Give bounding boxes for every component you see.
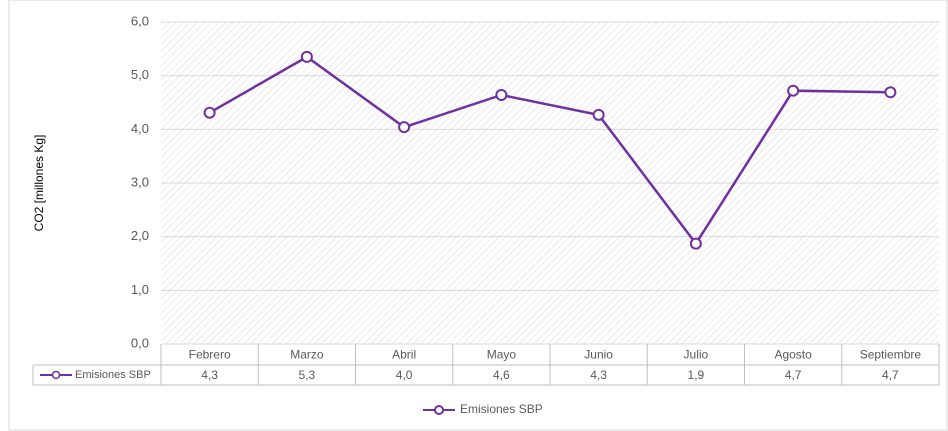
- table-value: 5,3: [299, 368, 316, 382]
- x-tick-label: Julio: [684, 348, 709, 362]
- y-tick-label: 3,0: [131, 174, 149, 189]
- table-value: 4,0: [396, 368, 413, 382]
- y-tick-label: 6,0: [131, 13, 149, 28]
- marker: [592, 108, 605, 121]
- x-tick-label: Abril: [392, 348, 416, 362]
- x-tick-label: Agosto: [774, 348, 812, 362]
- x-tick-label: Mayo: [487, 348, 517, 362]
- line: [209, 55, 891, 246]
- marker: [884, 86, 897, 99]
- y-axis-label: CO2 [millones Kg]: [32, 135, 46, 232]
- table-value: 4,7: [785, 368, 802, 382]
- legend-marker: [434, 405, 444, 415]
- table-value: 4,7: [882, 368, 899, 382]
- table-value: 1,9: [688, 368, 705, 382]
- marker: [495, 88, 508, 101]
- y-tick-label: 0,0: [131, 335, 149, 350]
- x-tick-label: Febrero: [189, 348, 231, 362]
- legend-label: Emisiones SBP: [75, 369, 151, 381]
- table-value: 4,3: [201, 368, 218, 382]
- table-value: 4,3: [590, 368, 607, 382]
- marker: [203, 106, 216, 119]
- table-value: 4,6: [493, 368, 510, 382]
- x-tick-label: Junio: [584, 348, 613, 362]
- marker: [300, 50, 313, 63]
- marker: [689, 237, 702, 250]
- marker: [398, 121, 411, 134]
- legend-marker: [51, 370, 61, 380]
- marker: [787, 84, 800, 97]
- x-tick-label: Septiembre: [860, 348, 922, 362]
- y-tick-label: 2,0: [131, 228, 149, 243]
- y-tick-label: 1,0: [131, 282, 149, 297]
- chart-frame: [8, 0, 948, 431]
- y-tick-label: 4,0: [131, 121, 149, 136]
- legend-label: Emisiones SBP: [460, 402, 543, 416]
- x-tick-label: Marzo: [290, 348, 324, 362]
- y-tick-label: 5,0: [131, 67, 149, 82]
